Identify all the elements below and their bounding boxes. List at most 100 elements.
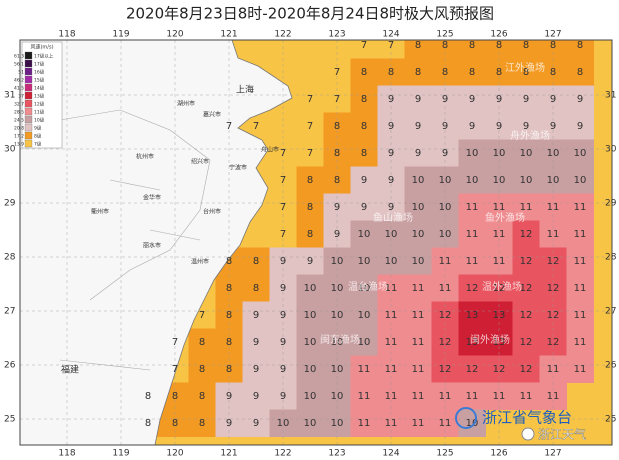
wind-level: 12 (439, 337, 452, 348)
wind-cell (323, 301, 351, 329)
wind-cell (485, 166, 513, 194)
lon-tick-label: 126 (490, 30, 507, 40)
wind-cell (458, 112, 486, 140)
wind-cell (350, 301, 378, 329)
wind-level: 12 (493, 283, 506, 294)
legend-speed: 41.5 (14, 86, 24, 92)
wind-level: 11 (412, 418, 425, 429)
lon-tick-label: 120 (166, 449, 183, 459)
wind-cell (377, 247, 405, 275)
wind-level: 10 (466, 418, 479, 429)
wind-cell (377, 409, 405, 437)
wind-level: 10 (358, 229, 371, 240)
wind-level: 8 (361, 67, 367, 78)
wind-cell (323, 328, 351, 356)
wind-cell (242, 355, 270, 383)
wind-level: 10 (331, 364, 344, 375)
wind-level: 11 (412, 283, 425, 294)
wind-cell (485, 40, 513, 59)
wind-cell (566, 247, 594, 275)
wind-level: 10 (358, 310, 371, 321)
wind-level: 12 (547, 283, 560, 294)
wind-cell (512, 166, 540, 194)
place-label: 丽水市 (143, 242, 161, 250)
wind-cell (512, 40, 540, 59)
wind-cell (539, 193, 567, 221)
fishing-ground: 鱼外渔场 (485, 211, 525, 224)
wind-cell (350, 247, 378, 275)
wind-level: 11 (385, 310, 398, 321)
legend-speed: 20.8 (14, 126, 24, 132)
wind-level: 7 (334, 94, 340, 105)
wind-cell (404, 247, 432, 275)
wind-level: 7 (280, 202, 286, 213)
wind-level: 10 (574, 175, 587, 186)
wind-level: 10 (547, 175, 560, 186)
wind-cell (539, 220, 567, 248)
wind-cell (269, 139, 297, 167)
wind-level: 11 (439, 391, 452, 402)
fishing-ground: 闽东渔场 (320, 333, 360, 346)
wind-level: 11 (520, 391, 533, 402)
wind-level: 9 (577, 94, 583, 105)
wind-cell (323, 85, 351, 113)
legend-swatch (24, 75, 33, 84)
wind-level: 8 (442, 67, 448, 78)
wind-cell (242, 274, 270, 302)
wind-cell (188, 355, 216, 383)
wind-level: 10 (493, 175, 506, 186)
place-label: 福建 (61, 364, 79, 376)
place-label: 舟山市 (261, 146, 279, 154)
wind-cell (296, 274, 324, 302)
wind-cell (323, 139, 351, 167)
legend-swatch (24, 131, 33, 140)
wind-level: 9 (280, 256, 286, 267)
legend-label: 12级 (34, 101, 45, 108)
place-label: 金华市 (143, 194, 161, 202)
wind-level: 12 (547, 256, 560, 267)
wind-level: 12 (466, 364, 479, 375)
place-label: 台州市 (203, 208, 221, 216)
wind-level: 11 (439, 256, 452, 267)
fishing-ground: 温台渔场 (348, 280, 388, 293)
wind-cell (377, 166, 405, 194)
wind-cell (458, 247, 486, 275)
wind-cell (512, 139, 540, 167)
wind-cell (485, 193, 513, 221)
legend-label: 15级 (34, 77, 45, 84)
fishing-ground: 鱼山渔场 (373, 211, 413, 224)
wind-level: 8 (253, 283, 259, 294)
wind-cell (296, 382, 324, 410)
wind-cell (431, 382, 459, 410)
legend-speed: 51 (18, 70, 24, 76)
map-title: 2020年8月23日8时-2020年8月24日8时极大风预报图 (126, 5, 494, 23)
place-label: 绍兴市 (191, 158, 209, 166)
wind-cell (269, 382, 297, 410)
legend-speed: 37 (18, 94, 24, 100)
coastline (20, 40, 293, 445)
wind-cell (404, 382, 432, 410)
wind-level: 12 (520, 229, 533, 240)
wind-level: 11 (574, 283, 587, 294)
wind-cell (323, 355, 351, 383)
legend-swatch (24, 51, 33, 60)
wind-cell (323, 247, 351, 275)
wind-cell (323, 58, 351, 86)
wind-cell (242, 409, 270, 437)
wind-level: 8 (226, 256, 232, 267)
wind-level: 9 (550, 121, 556, 132)
wind-level: 9 (442, 94, 448, 105)
wind-level: 8 (199, 364, 205, 375)
wind-level: 8 (199, 418, 205, 429)
wind-level: 9 (253, 391, 259, 402)
wind-level: 12 (520, 364, 533, 375)
wind-level: 10 (412, 175, 425, 186)
place-label: 温州市 (191, 258, 209, 266)
wind-cell (188, 382, 216, 410)
wind-level: 11 (574, 337, 587, 348)
wind-cell (404, 166, 432, 194)
wind-level: 9 (442, 148, 448, 159)
lat-tick-label: 30 (605, 145, 617, 155)
wind-level: 8 (361, 121, 367, 132)
wind-level: 9 (415, 94, 421, 105)
